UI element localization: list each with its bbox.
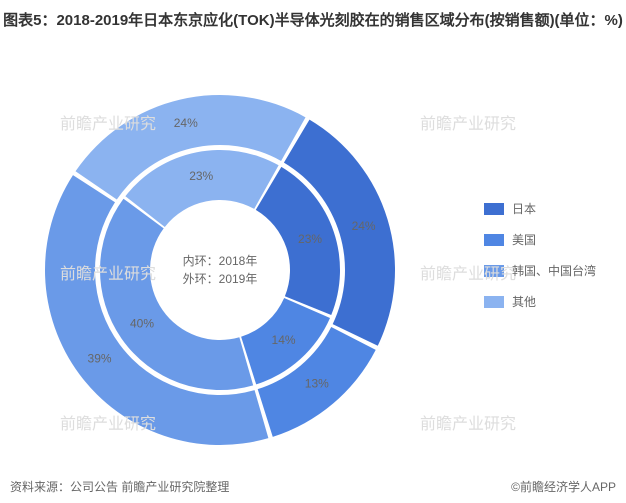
legend-item: 日本 [484,200,596,217]
legend-item: 韩国、中国台湾 [484,262,596,279]
outer-ring-slice-label: 24% [352,219,376,233]
watermark: 前瞻产业研究 [420,110,516,134]
inner-ring-slice-label: 23% [298,232,322,246]
legend-item: 其他 [484,293,596,310]
legend-swatch [484,203,504,215]
legend: 日本美国韩国、中国台湾其他 [484,200,596,324]
center-label-outer: 外环：2019年 [183,270,258,288]
outer-ring-slice-label: 24% [174,116,198,130]
outer-ring-slice-label: 39% [88,352,112,366]
center-label-inner: 内环：2018年 [183,252,258,270]
legend-label: 其他 [512,293,536,310]
chart-title: 图表5：2018-2019年日本东京应化(TOK)半导体光刻胶在的销售区域分布(… [0,10,626,31]
legend-label: 韩国、中国台湾 [512,262,596,279]
legend-swatch [484,234,504,246]
watermark: 前瞻产业研究 [420,410,516,434]
legend-swatch [484,296,504,308]
legend-item: 美国 [484,231,596,248]
center-label: 内环：2018年 外环：2019年 [183,252,258,288]
outer-ring-slice-label: 13% [305,377,329,391]
credit-text: ©前瞻经济学人APP [511,478,616,495]
inner-ring-slice-label: 14% [272,333,296,347]
inner-ring-slice-label: 23% [189,169,213,183]
inner-ring-slice-label: 40% [130,316,154,330]
legend-label: 日本 [512,200,536,217]
legend-swatch [484,265,504,277]
legend-label: 美国 [512,231,536,248]
donut-chart: 23% 14% 40% 23% 24% 13% 39% 24% 内环：2018年 外环：201… [20,70,420,470]
source-text: 资料来源：公司公告 前瞻产业研究院整理 [10,478,229,495]
